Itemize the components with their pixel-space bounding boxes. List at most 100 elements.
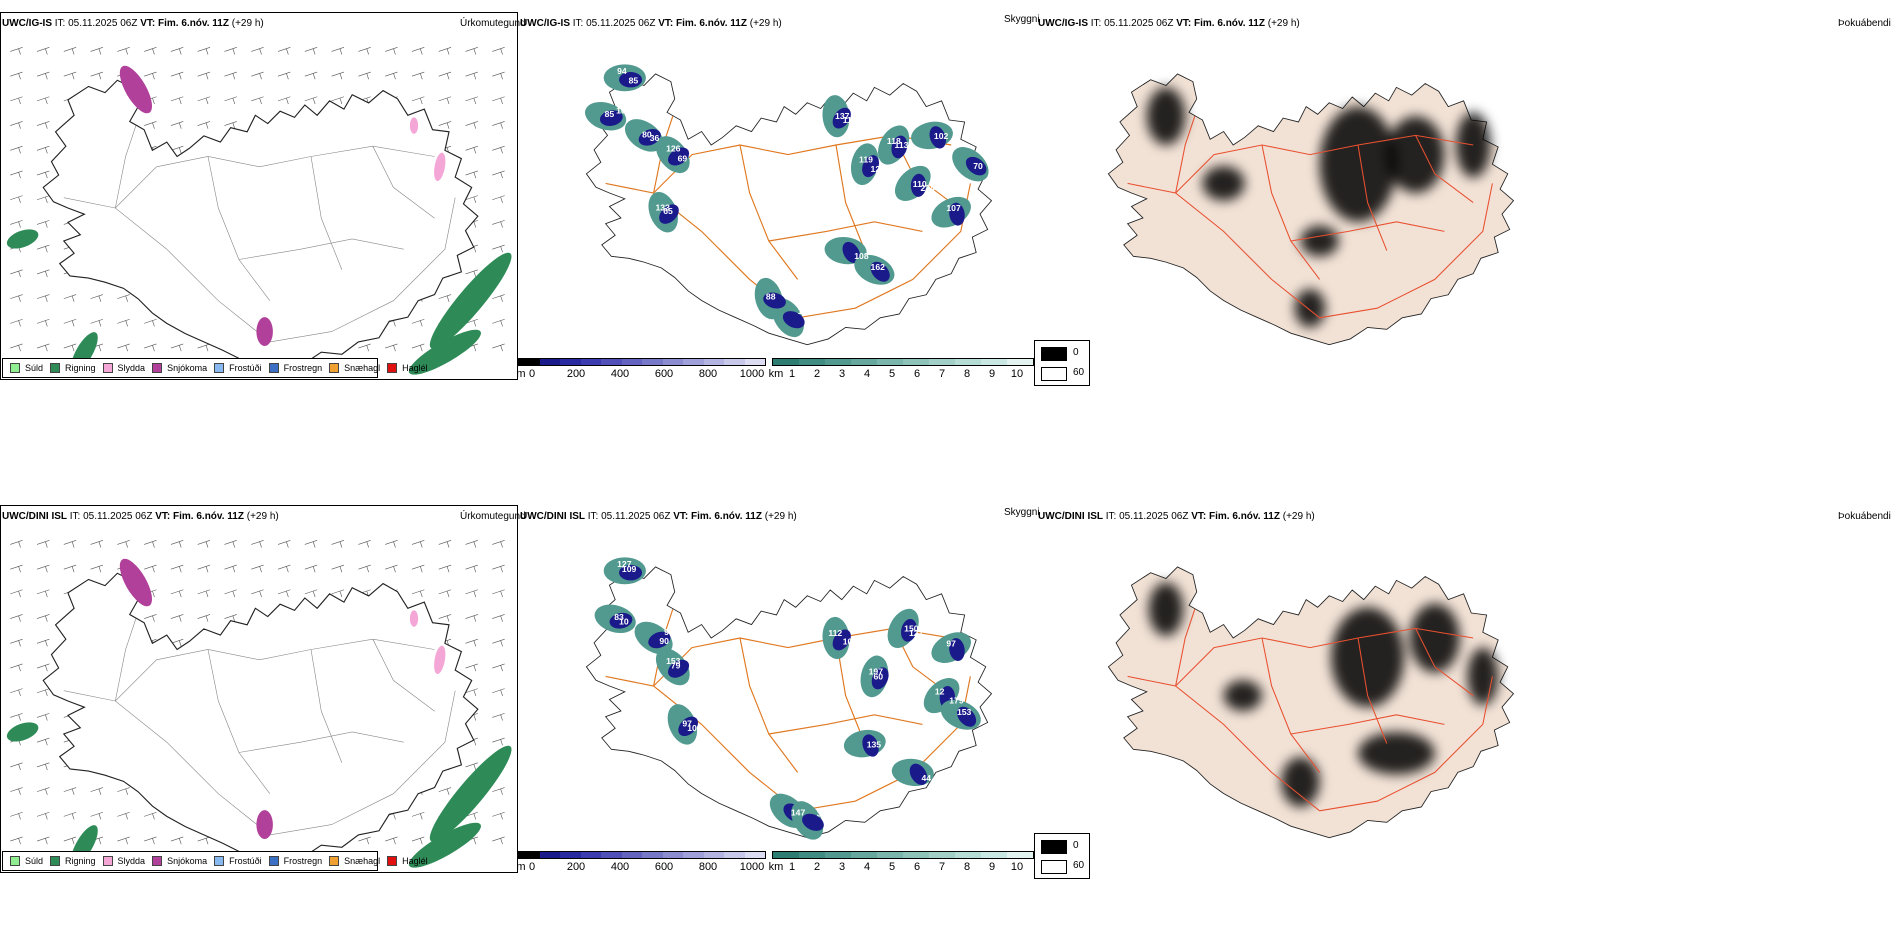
ceiling-value-label: 83 — [614, 612, 624, 622]
precip-title: Úrkomutegund — [460, 511, 526, 522]
colorbar-segment — [539, 359, 560, 365]
ceiling-value-label: 85 — [629, 76, 639, 86]
ceiling-value-label: 153 — [666, 656, 681, 666]
colorbar-segment — [642, 359, 663, 365]
colorbar-segment — [877, 852, 903, 858]
colorbar-segment — [773, 852, 799, 858]
rain-area — [6, 722, 39, 742]
visibility-map: 9485361266511611911323410710210816270181… — [585, 64, 993, 346]
legend-item: Snæhagl — [329, 363, 380, 373]
legend-item: Súld — [10, 363, 43, 373]
ceiling-tick: 0 — [528, 368, 536, 380]
ceiling-value-label: 179 — [949, 695, 964, 705]
ceiling-value-label: 70 — [973, 161, 983, 171]
lead-time: (+29 h) — [749, 18, 782, 29]
ceiling-area — [862, 155, 879, 178]
legend-item: Frostúði — [214, 856, 262, 866]
vt-value: Fim. 6.nóv. 11Z — [691, 511, 762, 522]
ceiling-tick: 0 — [528, 861, 536, 873]
precip-type-panel: UWC/IG-IS IT: 05.11.2025 06Z VT: Fim. 6.… — [0, 12, 526, 392]
cloud-legend-label: 0 — [1073, 347, 1079, 358]
ceiling-colorbar — [518, 358, 766, 366]
iceland-coastline — [42, 572, 479, 865]
ceiling-value-label: 80 — [642, 129, 652, 139]
ceiling-value-label: 147 — [791, 808, 806, 818]
legend-swatch — [50, 363, 61, 373]
sleet-area — [434, 645, 446, 675]
legend-label: Rigning — [65, 363, 96, 373]
ceiling-value-label: 65 — [663, 206, 673, 216]
visibility-tick: 9 — [988, 861, 996, 873]
colorbar-segment — [955, 359, 981, 365]
ceiling-area — [909, 763, 928, 785]
ceiling-value-label: 90 — [659, 636, 669, 646]
ceiling-area — [638, 128, 661, 146]
ceiling-tick: 1000 — [739, 368, 765, 380]
precip-header: UWC/DINI ISL IT: 05.11.2025 06Z VT: Fim.… — [2, 511, 279, 522]
road-network — [1127, 609, 1493, 812]
precip-type-map — [6, 47, 512, 375]
colorbar-segment — [662, 359, 683, 365]
colorbar-segment — [981, 359, 1007, 365]
colorbar-segment — [560, 852, 581, 858]
colorbar-segment — [744, 852, 765, 858]
ceiling-tick: 800 — [698, 861, 718, 873]
terrain-contours — [63, 125, 456, 343]
fog-indicator-map — [1107, 566, 1515, 839]
colorbar-segment — [580, 852, 601, 858]
colorbar-segment — [903, 359, 929, 365]
ceiling-value-label: 181 — [798, 306, 813, 316]
ceiling-value-label: 88 — [766, 292, 776, 302]
precip-map-frame — [0, 12, 518, 380]
legend-label: Slydda — [117, 363, 146, 373]
visibility-tick: 2 — [813, 368, 821, 380]
ceiling-value-label: 137 — [835, 111, 850, 121]
ceiling-value-label: 97 — [682, 718, 692, 728]
ceiling-area — [956, 706, 977, 727]
ceiling-value-label: 85 — [605, 109, 615, 119]
it-value: 05.11.2025 06Z — [83, 511, 153, 522]
ceiling-colorbar — [518, 851, 766, 859]
ceiling-unit: m — [516, 368, 526, 380]
fog-header: UWC/DINI ISL IT: 05.11.2025 06Z VT: Fim.… — [1038, 511, 1315, 522]
lead-time: (+29 h) — [764, 511, 797, 522]
road-network — [1127, 116, 1493, 319]
legend-swatch — [268, 363, 279, 373]
ceiling-value-label: 355 — [817, 809, 832, 819]
rain-area — [408, 329, 481, 375]
model-name: UWC/DINI ISL — [1038, 511, 1103, 522]
legend-item: Frostregn — [268, 363, 322, 373]
terrain-contours — [63, 618, 456, 836]
ceiling-area — [862, 734, 879, 757]
visibility-tick: 2 — [813, 861, 821, 873]
colorbar-segment — [621, 359, 642, 365]
ceiling-area — [842, 241, 861, 264]
legend-label: Snæhagl — [344, 363, 381, 373]
ceiling-area — [832, 629, 851, 651]
ceiling-area — [870, 261, 890, 282]
legend-item: Frostúði — [214, 363, 262, 373]
ceiling-tick: 600 — [654, 368, 674, 380]
legend-swatch — [10, 363, 20, 373]
colorbar-segment — [703, 359, 724, 365]
ceiling-value-label: 135 — [867, 739, 882, 749]
colorbar-segment — [851, 359, 877, 365]
ceiling-value-label: 60 — [873, 671, 883, 681]
rain-area — [429, 745, 512, 842]
fog-title: Þokuábendi — [1838, 511, 1891, 522]
colorbar-segment — [683, 852, 704, 858]
ceiling-area — [609, 612, 633, 629]
ceiling-value-label: 122 — [871, 164, 886, 174]
lead-time: (+29 h) — [231, 18, 264, 29]
visibility-tick: 7 — [938, 861, 946, 873]
ceiling-scale: m 0 200 400 600 800 1000 — [516, 851, 766, 873]
legend-item: Haglél — [387, 363, 428, 373]
precip-type-panel: UWC/DINI ISL IT: 05.11.2025 06Z VT: Fim.… — [0, 505, 526, 885]
visibility-panel: UWC/DINI ISL IT: 05.11.2025 06Z VT: Fim.… — [516, 505, 1090, 885]
ceiling-value-label: 127 — [617, 559, 632, 569]
ceiling-area — [763, 292, 786, 309]
legend-swatch — [102, 363, 113, 373]
sleet-area — [434, 152, 446, 182]
ceiling-scale: m 0 200 400 600 800 1000 — [516, 358, 766, 380]
it-value: 05.11.2025 06Z — [1119, 511, 1189, 522]
